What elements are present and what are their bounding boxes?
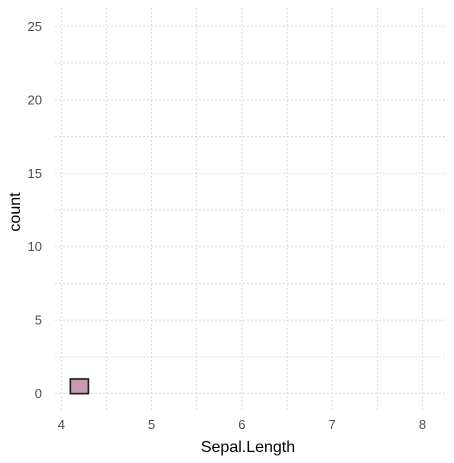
histogram-bar xyxy=(69,378,90,395)
y-tick-label: 25 xyxy=(28,19,42,34)
y-axis-title: count xyxy=(7,192,24,232)
bars xyxy=(69,378,90,395)
x-tick-labels: 4 5 6 7 8 xyxy=(58,417,426,432)
x-tick-label: 7 xyxy=(329,417,336,432)
x-tick-label: 5 xyxy=(148,417,155,432)
x-axis-title: Sepal.Length xyxy=(201,439,295,456)
y-tick-label: 0 xyxy=(35,386,42,401)
y-tick-label: 20 xyxy=(28,92,42,107)
grid-lines xyxy=(55,8,445,412)
y-tick-label: 15 xyxy=(28,166,42,181)
y-tick-label: 10 xyxy=(28,239,42,254)
x-tick-label: 6 xyxy=(238,417,245,432)
y-tick-labels: 0 5 10 15 20 25 xyxy=(28,19,42,401)
y-tick-label: 5 xyxy=(35,313,42,328)
x-tick-label: 4 xyxy=(58,417,65,432)
x-tick-label: 8 xyxy=(419,417,426,432)
